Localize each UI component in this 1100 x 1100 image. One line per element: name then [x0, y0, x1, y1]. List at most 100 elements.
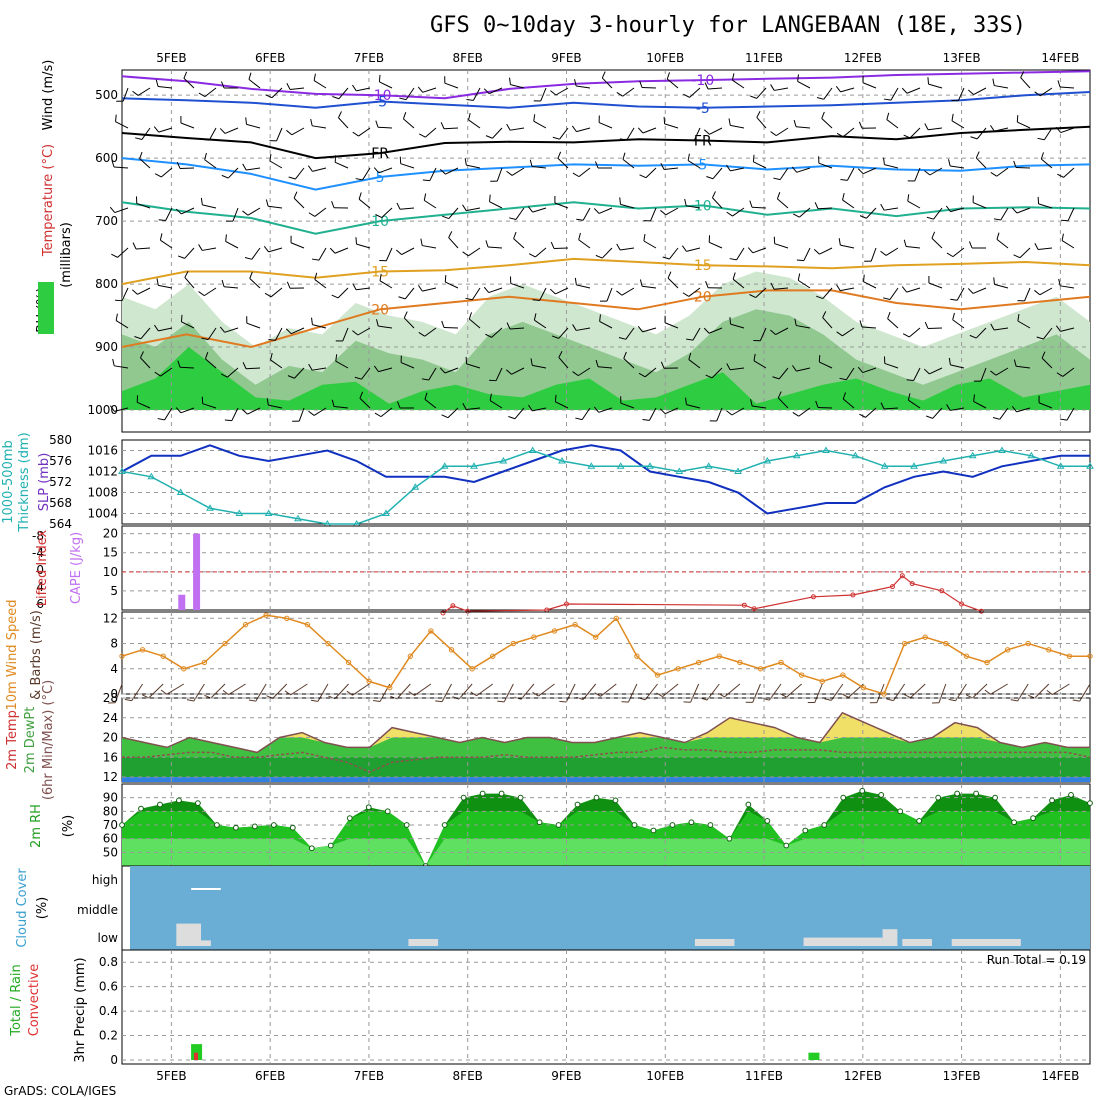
wind-barb-flag — [352, 283, 357, 290]
wind-barb — [994, 85, 1009, 89]
wind-barb — [753, 360, 767, 369]
bottom-date-label: 12FEB — [844, 1069, 882, 1083]
rh-marker — [992, 794, 998, 801]
wind-barb — [378, 325, 393, 329]
wind-barb-flag — [528, 253, 536, 258]
wind-barb-flag — [684, 198, 687, 206]
wind-barb — [445, 281, 459, 289]
wind-barb-flag — [1034, 243, 1039, 250]
wind10m-marker — [1087, 653, 1093, 659]
wind-barb — [975, 157, 987, 169]
bottom-date-label: 13FEB — [943, 1069, 981, 1083]
wind-barb — [886, 119, 899, 129]
thickness-marker — [792, 451, 801, 459]
wind-barb-flag — [396, 401, 401, 409]
wind-barb — [928, 83, 943, 89]
top-date-label: 7FEB — [354, 51, 384, 65]
rh-marker — [688, 819, 695, 826]
wind-barb — [247, 207, 261, 216]
wind-barb-flag — [530, 358, 533, 366]
temp-area-darkgreen — [122, 757, 1090, 778]
wind-barb-flag — [308, 212, 316, 217]
wind-barb — [514, 407, 525, 420]
thickness-marker — [851, 451, 860, 459]
wind-barb — [821, 118, 833, 129]
wind10m-marker — [263, 612, 269, 618]
wind-barb-flag — [601, 71, 606, 79]
y-tick-label: middle — [77, 903, 118, 917]
wind-barb — [692, 327, 701, 341]
rh-marker — [536, 819, 543, 826]
y-tick-label: 70 — [103, 818, 118, 832]
wind-barb-flag — [772, 376, 780, 380]
wind-barb-flag — [659, 408, 666, 415]
wind-barb — [980, 367, 987, 382]
wind-barb-flag — [1056, 372, 1064, 377]
wind-barb-flag — [508, 416, 516, 420]
wind10m-panel: 0 4 8 12 10m Wind Speed & Barbs (m/s) — [5, 600, 1093, 710]
wind10m-marker — [634, 653, 640, 659]
wind-barb — [840, 87, 855, 93]
wind-barb-flag — [906, 379, 914, 381]
rh-marker — [384, 808, 391, 815]
wind-barb — [1017, 121, 1031, 129]
wind10m-marker — [778, 659, 784, 666]
wind-barb-flag — [859, 320, 863, 328]
wind-barb — [202, 247, 217, 251]
wind-barb-flag — [752, 154, 755, 162]
wind10m-marker — [798, 672, 805, 678]
y-tick-label: 568 — [49, 496, 72, 510]
wind-barb-flag — [529, 159, 533, 167]
wind-barb-flag — [198, 244, 203, 251]
wind-barb — [232, 207, 239, 222]
y-tick-label: 1004 — [87, 507, 118, 521]
wind-barb-flag — [249, 271, 253, 279]
lifted-index-marker — [450, 603, 456, 609]
bottom-date-axis: 5FEB 6FEB 7FEB 8FEB 9FEB 10FEB 11FEB 12FEB 13FEB… — [156, 1069, 1079, 1083]
lifted-index-axis-label: Lifted Index — [35, 529, 50, 606]
wind-barb-flag — [264, 292, 272, 298]
wind-barb-flag — [421, 378, 429, 381]
rh-marker — [802, 827, 809, 834]
wind-barb — [909, 127, 921, 139]
wind-barb — [707, 87, 723, 90]
rh-marker — [365, 804, 372, 811]
wind-barb — [400, 207, 415, 210]
wind-barb-flag — [622, 152, 626, 160]
wind-barb — [598, 407, 613, 413]
rh-marker — [1087, 800, 1093, 807]
wind-barb-flag — [726, 164, 731, 172]
isotherm-label: 15 — [694, 258, 712, 274]
wind-barb-flag — [637, 325, 643, 333]
wind-barb — [730, 124, 745, 129]
wind-barb — [224, 127, 239, 134]
wind-barb — [774, 87, 789, 91]
cloud-low-bar — [902, 939, 932, 946]
wind-barb-flag — [470, 691, 477, 697]
rh-marker — [669, 822, 676, 828]
rh-shading-green — [122, 347, 1090, 410]
wind-barb-flag — [359, 391, 364, 399]
cloud-low-bar — [803, 937, 883, 946]
wind-barb — [688, 287, 701, 297]
isotherm-label: 20 — [694, 290, 712, 306]
wind-barb — [578, 167, 591, 178]
wind-barb — [268, 247, 283, 253]
wind-barb — [664, 167, 679, 170]
wind-barb — [1059, 86, 1075, 89]
wind-barb — [271, 87, 283, 99]
rh-marker — [707, 822, 714, 828]
wind-barb-flag — [924, 123, 929, 130]
y-tick-label: 12 — [103, 611, 118, 625]
y-tick-label: 500 — [95, 88, 118, 102]
wind-barb — [648, 407, 657, 421]
wind-barb-flag — [220, 81, 225, 89]
wind-barb — [141, 127, 151, 140]
wind-barb — [140, 357, 151, 369]
wind-barb-flag — [132, 242, 137, 250]
wind-barb-flag — [792, 412, 799, 417]
wind-barb — [642, 327, 657, 333]
wind-barb — [404, 287, 415, 300]
lifted-index-marker — [909, 581, 915, 587]
wind-barb — [577, 367, 591, 377]
